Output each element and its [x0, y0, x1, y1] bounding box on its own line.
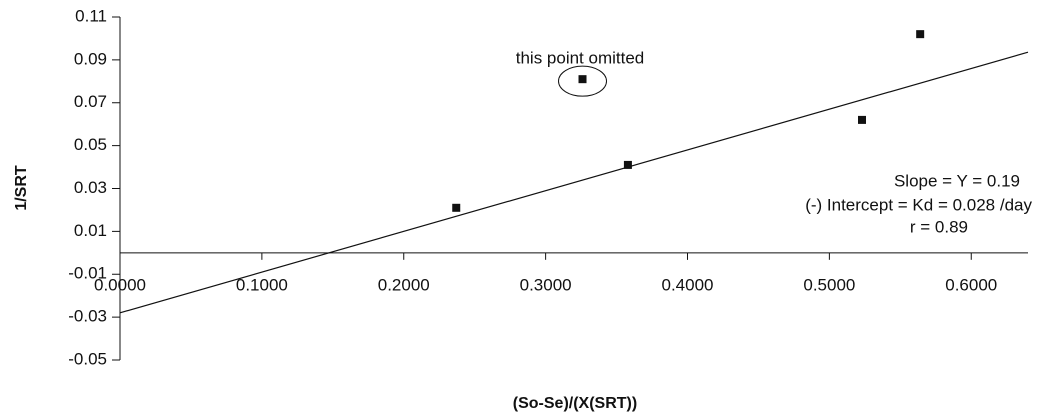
y-axis-title: 1/SRT [13, 165, 30, 211]
y-tick-label: 0.07 [74, 92, 107, 111]
y-tick-label: -0.05 [68, 349, 107, 368]
x-tick-label: 0.4000 [662, 275, 714, 294]
y-tick-label: 0.11 [75, 6, 107, 25]
x-axis-title: (So-Se)/(X(SRT)) [513, 395, 637, 412]
x-tick-label: 0.0000 [94, 275, 146, 294]
x-tick-label: 0.2000 [378, 275, 430, 294]
y-tick-label: 0.03 [74, 178, 107, 197]
data-point [578, 75, 587, 84]
x-tick-label: 0.1000 [236, 275, 288, 294]
annotation: Slope = Y = 0.19 [894, 171, 1020, 190]
y-tick-label: 0.05 [74, 135, 107, 154]
data-point [452, 203, 461, 212]
y-tick-label: 0.09 [74, 49, 107, 68]
y-tick-label: -0.03 [68, 307, 107, 326]
y-tick-label: 0.01 [74, 221, 107, 240]
fit-line [119, 51, 1029, 314]
data-point [858, 115, 867, 124]
x-tick-label: 0.6000 [945, 275, 997, 294]
annotation: r = 0.89 [910, 217, 968, 236]
y-tick-label: -0.01 [68, 264, 107, 283]
x-tick-label: 0.5000 [803, 275, 855, 294]
x-tick-label: 0.3000 [520, 275, 572, 294]
annotation: this point omitted [516, 48, 645, 67]
annotation: (-) Intercept = Kd = 0.028 /day [805, 195, 1032, 214]
data-point [623, 160, 632, 169]
data-point [916, 30, 925, 39]
highlight-ellipse [558, 65, 608, 97]
